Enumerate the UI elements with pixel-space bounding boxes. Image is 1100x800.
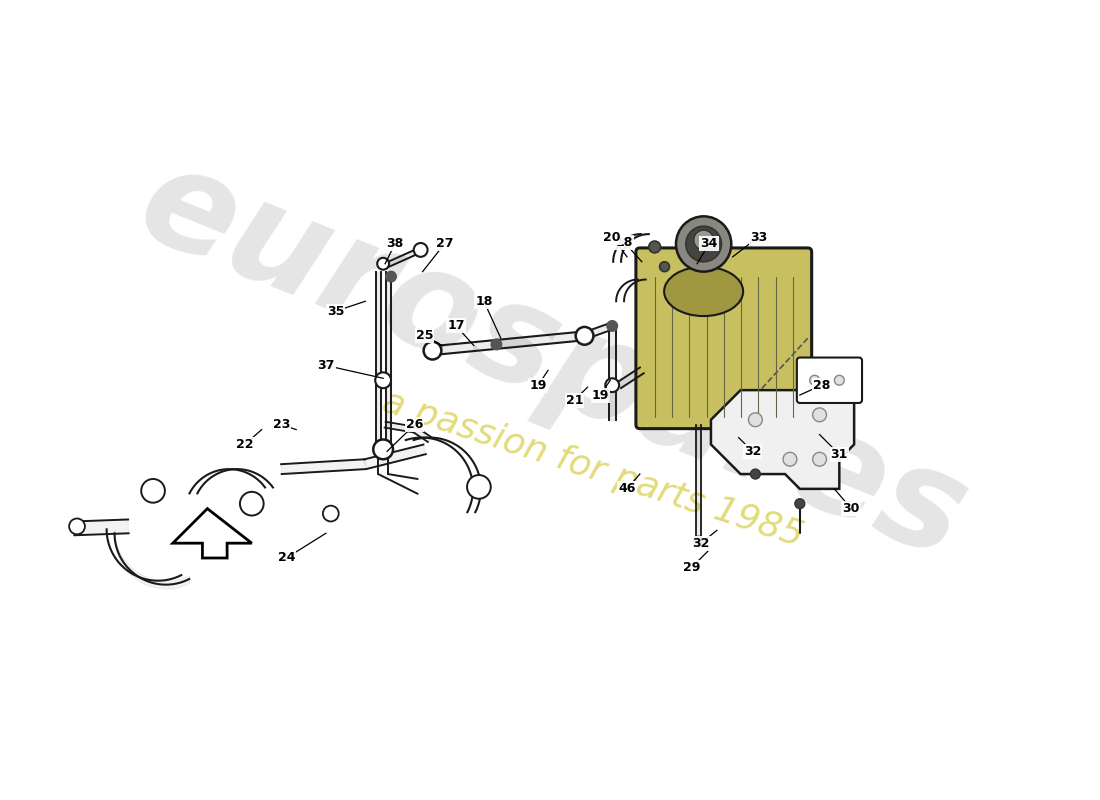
Text: 32: 32 (692, 537, 710, 550)
Polygon shape (173, 509, 252, 558)
Text: 19: 19 (592, 389, 609, 402)
Text: 27: 27 (436, 238, 453, 250)
Polygon shape (432, 331, 585, 355)
Text: 23: 23 (273, 418, 290, 431)
Circle shape (323, 506, 339, 522)
Circle shape (375, 372, 390, 388)
Text: 21: 21 (565, 394, 583, 406)
Circle shape (694, 536, 704, 546)
Text: eurospares: eurospares (121, 134, 986, 587)
Polygon shape (414, 427, 431, 442)
Circle shape (694, 230, 714, 250)
Text: 29: 29 (682, 562, 700, 574)
Text: 19: 19 (529, 378, 547, 392)
Circle shape (676, 216, 732, 272)
Circle shape (377, 258, 389, 270)
Polygon shape (376, 272, 381, 445)
Circle shape (750, 469, 760, 479)
Text: 17: 17 (448, 319, 465, 333)
Text: 35: 35 (327, 305, 344, 318)
Ellipse shape (664, 266, 744, 316)
Circle shape (386, 272, 396, 282)
Circle shape (414, 243, 428, 257)
Text: 46: 46 (618, 482, 636, 495)
Circle shape (660, 262, 670, 272)
Circle shape (69, 518, 85, 534)
Polygon shape (608, 326, 616, 420)
Circle shape (810, 375, 820, 385)
Polygon shape (583, 322, 614, 339)
Circle shape (686, 226, 722, 262)
FancyBboxPatch shape (796, 358, 862, 403)
Text: 28: 28 (813, 378, 830, 392)
Text: 25: 25 (416, 330, 433, 342)
Text: 38: 38 (386, 238, 404, 250)
Circle shape (783, 452, 796, 466)
Polygon shape (364, 445, 426, 469)
Text: a passion for parts 1985: a passion for parts 1985 (377, 385, 807, 554)
Text: 32: 32 (744, 445, 761, 458)
Text: 37: 37 (317, 359, 334, 372)
Circle shape (141, 479, 165, 502)
FancyBboxPatch shape (636, 248, 812, 429)
Circle shape (605, 378, 619, 392)
Text: 18: 18 (615, 235, 632, 249)
Circle shape (575, 327, 593, 345)
Polygon shape (711, 390, 854, 489)
Circle shape (813, 408, 826, 422)
Circle shape (607, 321, 617, 331)
Polygon shape (386, 272, 390, 445)
Text: 34: 34 (701, 238, 717, 250)
Text: 30: 30 (843, 502, 860, 515)
Circle shape (240, 492, 264, 515)
Circle shape (492, 339, 502, 350)
Polygon shape (385, 422, 415, 433)
Polygon shape (282, 459, 365, 474)
Text: 31: 31 (830, 448, 848, 461)
Polygon shape (696, 425, 701, 543)
Circle shape (424, 342, 441, 359)
Circle shape (649, 241, 661, 253)
Circle shape (795, 498, 805, 509)
Circle shape (748, 413, 762, 426)
Polygon shape (382, 248, 421, 269)
Text: 26: 26 (406, 418, 424, 431)
Circle shape (813, 452, 826, 466)
Circle shape (468, 475, 491, 498)
Text: 24: 24 (277, 551, 295, 565)
Circle shape (373, 439, 393, 459)
Polygon shape (617, 367, 643, 388)
Text: 22: 22 (236, 438, 254, 451)
Text: 18: 18 (475, 294, 493, 308)
Circle shape (835, 375, 845, 385)
Text: 33: 33 (750, 230, 767, 243)
Text: 20: 20 (604, 230, 622, 243)
Polygon shape (74, 519, 129, 535)
